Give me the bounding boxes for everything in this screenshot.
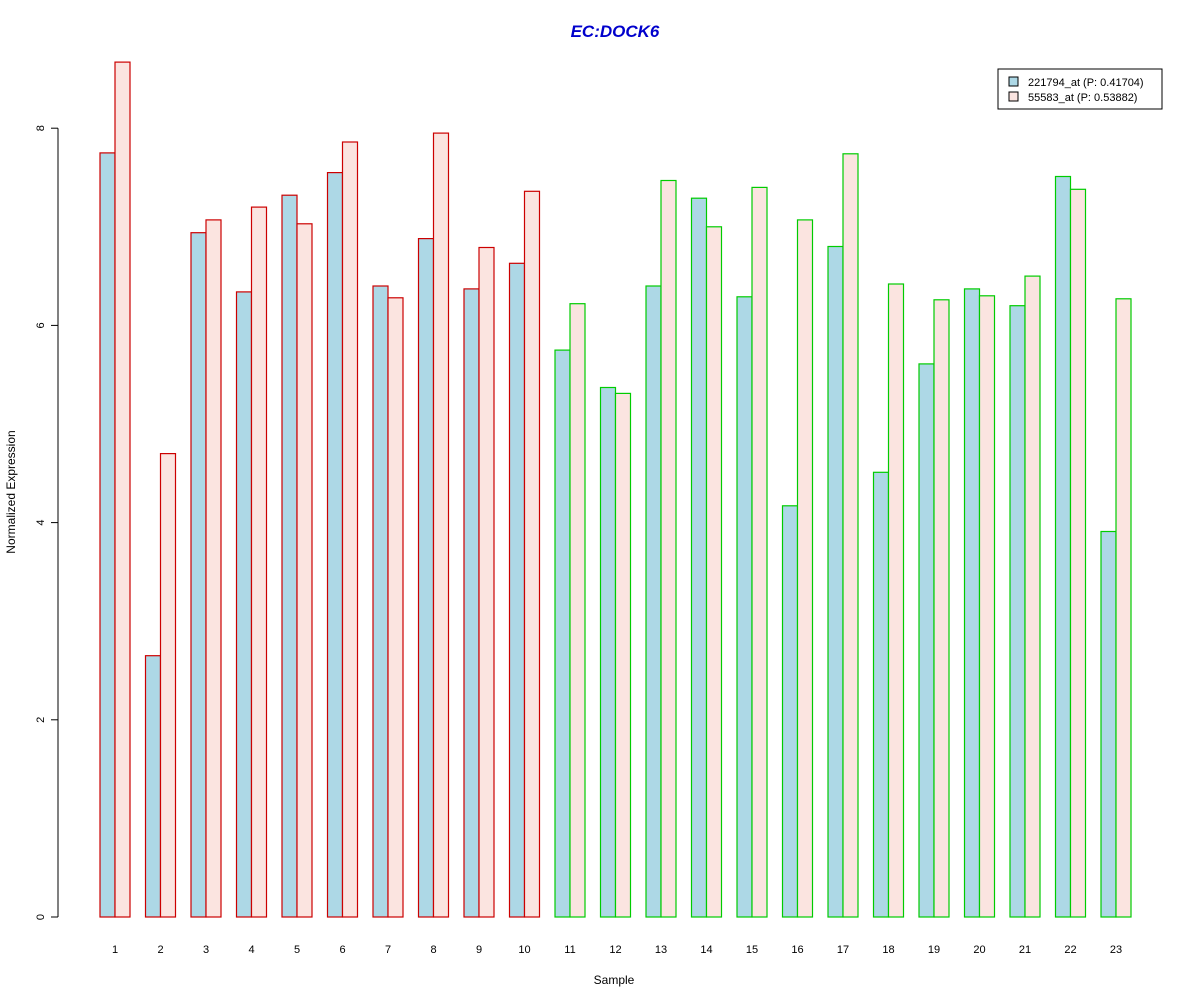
bar-55583-at-sample-4 <box>250 206 268 918</box>
x-tick-label-16: 16 <box>791 944 803 956</box>
bar-221794-at-sample-14 <box>690 197 708 918</box>
x-tick-label-2: 2 <box>157 944 163 956</box>
x-axis: 1 2 3 4 5 6 7 8 9 10 11 12 13 14 15 16 17 18 19 20 21 22 23 <box>112 944 1122 956</box>
x-tick-label-18: 18 <box>882 944 894 956</box>
x-tick-label-1: 1 <box>112 944 118 956</box>
bar-221794-at-sample-23 <box>1100 530 1117 918</box>
bar-55583-at-sample-12 <box>614 392 632 918</box>
bar-221794-at-sample-4 <box>235 291 253 918</box>
x-tick-label-10: 10 <box>518 944 530 956</box>
bar-221794-at-sample-1 <box>99 152 116 918</box>
x-tick-label-3: 3 <box>203 944 209 956</box>
bar-221794-at-sample-3 <box>190 232 207 918</box>
bar-221794-at-sample-20 <box>963 288 981 918</box>
bar-221794-at-sample-5 <box>281 194 298 918</box>
bar-55583-at-sample-19 <box>933 299 950 918</box>
bar-55583-at-sample-22 <box>1069 188 1087 918</box>
x-tick-label-6: 6 <box>339 944 345 956</box>
x-tick-label-9: 9 <box>476 944 482 956</box>
bar-55583-at-sample-9 <box>478 246 495 918</box>
legend-label-55583-at: 55583_at (P: 0.53882) <box>1028 92 1137 104</box>
y-tick-label-4: 4 <box>35 520 47 526</box>
bar-221794-at-sample-18 <box>872 471 890 918</box>
x-tick-label-5: 5 <box>294 944 300 956</box>
bar-55583-at-sample-21 <box>1024 275 1041 918</box>
bar-55583-at-sample-10 <box>523 190 541 918</box>
chart-title: EC:DOCK6 <box>571 22 660 41</box>
bar-55583-at-sample-2 <box>159 453 177 918</box>
bar-55583-at-sample-23 <box>1115 298 1132 918</box>
bar-55583-at-sample-7 <box>387 297 404 918</box>
bar-221794-at-sample-6 <box>326 172 344 918</box>
y-tick-label-6: 6 <box>35 322 47 328</box>
bar-55583-at-sample-11 <box>569 303 586 918</box>
bar-221794-at-sample-17 <box>827 245 844 918</box>
y-tick-label-2: 2 <box>35 717 47 723</box>
bar-55583-at-sample-13 <box>660 179 677 918</box>
x-tick-label-14: 14 <box>700 944 712 956</box>
bar-55583-at-sample-14 <box>705 226 723 918</box>
x-tick-label-20: 20 <box>973 944 985 956</box>
y-tick-label-8: 8 <box>35 125 47 131</box>
x-tick-label-4: 4 <box>248 944 254 956</box>
x-tick-label-8: 8 <box>430 944 436 956</box>
bar-221794-at-sample-16 <box>781 505 799 918</box>
bar-221794-at-sample-8 <box>417 238 435 918</box>
x-tick-label-11: 11 <box>564 944 575 956</box>
legend: 221794_at (P: 0.41704) 55583_at (P: 0.53… <box>997 68 1163 110</box>
bar-55583-at-sample-1 <box>114 61 131 918</box>
bars-layer <box>99 61 1132 918</box>
x-tick-label-7: 7 <box>385 944 391 956</box>
bar-55583-at-sample-17 <box>842 153 859 918</box>
bar-221794-at-sample-11 <box>554 349 571 918</box>
bar-221794-at-sample-19 <box>918 363 935 918</box>
legend-swatch-55583-at <box>1008 91 1019 102</box>
x-axis-label: Sample <box>594 973 635 987</box>
bar-221794-at-sample-22 <box>1054 175 1072 918</box>
legend-label-221794-at: 221794_at (P: 0.41704) <box>1028 77 1144 89</box>
bar-221794-at-sample-12 <box>599 386 617 918</box>
x-tick-label-15: 15 <box>746 944 758 956</box>
bar-221794-at-sample-10 <box>508 262 526 918</box>
bar-55583-at-sample-6 <box>341 141 359 918</box>
bar-221794-at-sample-2 <box>144 655 162 918</box>
bar-55583-at-sample-16 <box>796 219 814 918</box>
bar-221794-at-sample-9 <box>463 288 480 918</box>
bar-55583-at-sample-3 <box>205 219 222 918</box>
x-tick-label-22: 22 <box>1064 944 1076 956</box>
bar-221794-at-sample-21 <box>1009 305 1026 918</box>
bar-221794-at-sample-13 <box>645 285 662 918</box>
y-tick-label-0: 0 <box>35 914 47 920</box>
bar-55583-at-sample-20 <box>978 295 996 918</box>
legend-swatch-221794-at <box>1008 76 1019 87</box>
bar-55583-at-sample-8 <box>432 132 450 918</box>
y-axis: 0 2 4 6 8 <box>35 125 59 920</box>
bar-55583-at-sample-18 <box>887 283 905 918</box>
bar-221794-at-sample-7 <box>372 285 389 918</box>
x-tick-label-13: 13 <box>655 944 667 956</box>
bar-55583-at-sample-5 <box>296 223 313 918</box>
x-tick-label-23: 23 <box>1110 944 1122 956</box>
x-tick-label-19: 19 <box>928 944 940 956</box>
x-tick-label-12: 12 <box>609 944 621 956</box>
legend-box <box>997 68 1163 110</box>
bar-221794-at-sample-15 <box>736 296 753 918</box>
y-axis-label: Normalized Expression <box>4 430 18 553</box>
x-tick-label-17: 17 <box>837 944 849 956</box>
bar-55583-at-sample-15 <box>751 186 768 918</box>
x-tick-label-21: 21 <box>1019 944 1031 956</box>
